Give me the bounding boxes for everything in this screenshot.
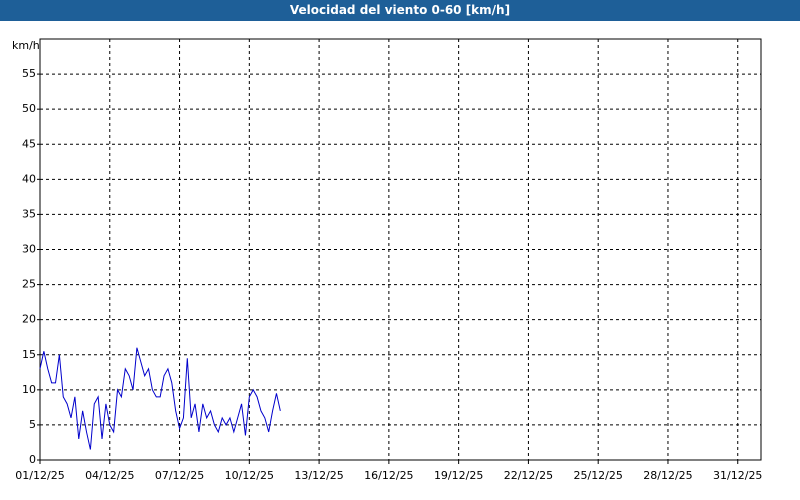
x-tick-label: 31/12/25 <box>713 469 762 482</box>
x-tick-label: 13/12/25 <box>294 469 343 482</box>
y-tick-label: 10 <box>22 383 36 396</box>
y-tick-label: 55 <box>22 67 36 80</box>
x-tick-label: 16/12/25 <box>364 469 413 482</box>
y-tick-label: 35 <box>22 207 36 220</box>
x-tick-label: 28/12/25 <box>643 469 692 482</box>
y-axis-label: km/h <box>12 39 40 52</box>
title-bar: Velocidad del viento 0-60 [km/h] <box>0 0 800 21</box>
y-tick-label: 15 <box>22 348 36 361</box>
y-tick-label: 30 <box>22 243 36 256</box>
y-tick-label: 5 <box>29 418 36 431</box>
y-tick-label: 0 <box>29 453 36 466</box>
x-tick-label: 22/12/25 <box>504 469 553 482</box>
y-tick-label: 50 <box>22 102 36 115</box>
y-tick-label: 45 <box>22 137 36 150</box>
wind-speed-line <box>39 347 281 450</box>
x-tick-label: 01/12/25 <box>15 469 64 482</box>
x-tick-label: 19/12/25 <box>434 469 483 482</box>
plot-frame <box>39 38 762 461</box>
x-tick-label: 04/12/25 <box>85 469 134 482</box>
x-tick-label: 10/12/25 <box>225 469 274 482</box>
x-tick-label: 07/12/25 <box>155 469 204 482</box>
x-tick-label: 25/12/25 <box>573 469 622 482</box>
y-tick-label: 40 <box>22 172 36 185</box>
y-tick-label: 25 <box>22 278 36 291</box>
y-tick-label: 20 <box>22 313 36 326</box>
